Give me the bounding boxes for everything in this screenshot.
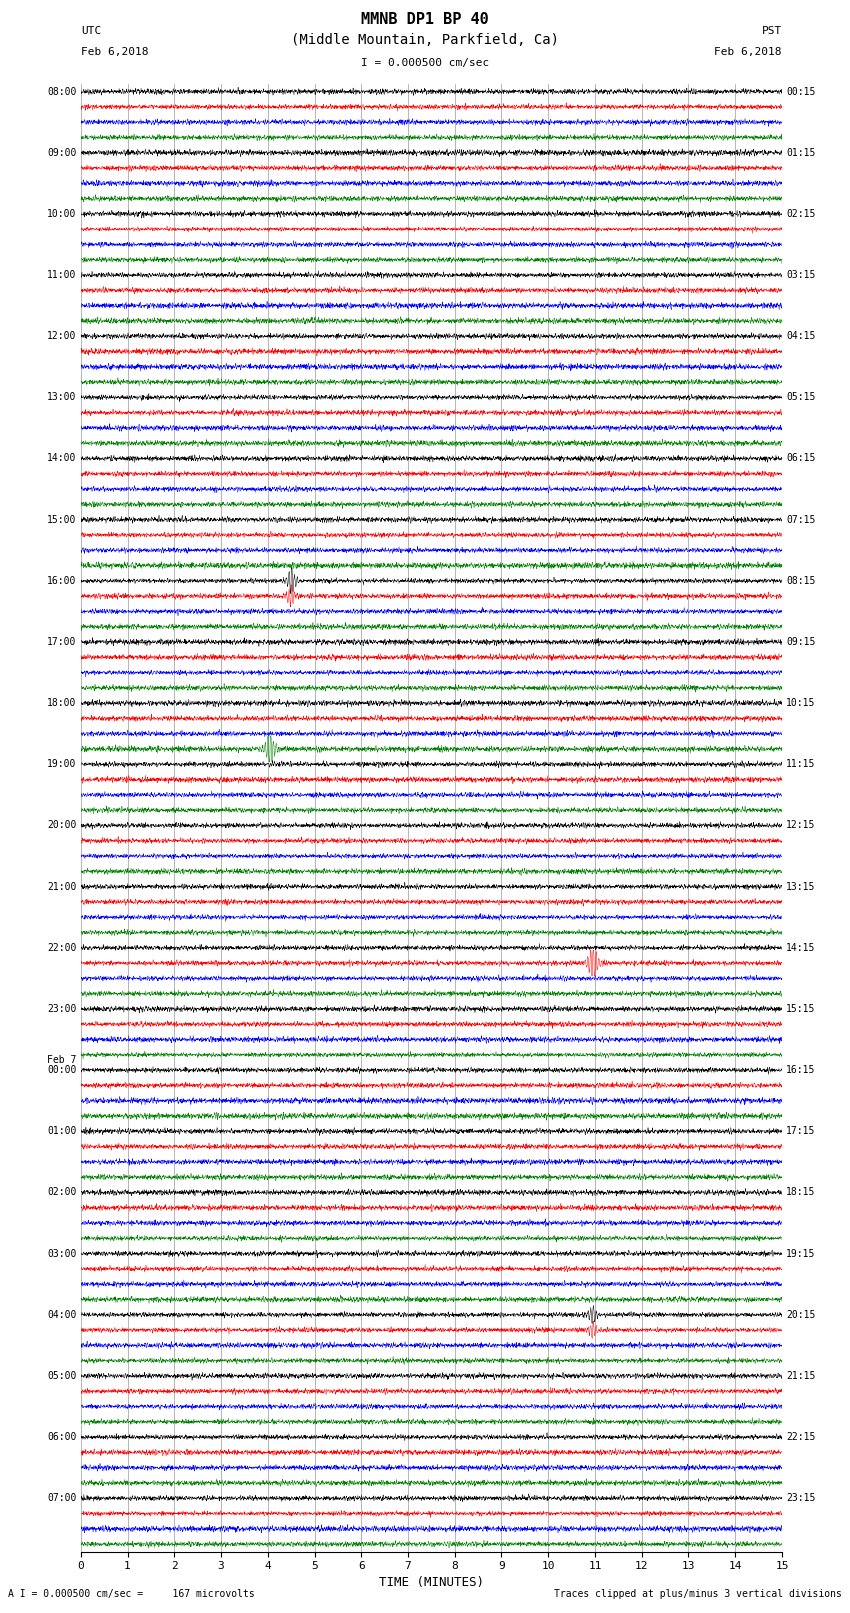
Text: 14:15: 14:15 xyxy=(786,942,816,953)
Text: 19:00: 19:00 xyxy=(47,760,76,769)
Text: 06:15: 06:15 xyxy=(786,453,816,463)
Text: 01:00: 01:00 xyxy=(47,1126,76,1136)
Text: 00:00: 00:00 xyxy=(47,1065,76,1076)
Text: I = 0.000500 cm/sec: I = 0.000500 cm/sec xyxy=(361,58,489,68)
Text: 10:00: 10:00 xyxy=(47,208,76,219)
Text: 16:15: 16:15 xyxy=(786,1065,816,1076)
Text: 00:15: 00:15 xyxy=(786,87,816,97)
Text: Traces clipped at plus/minus 3 vertical divisions: Traces clipped at plus/minus 3 vertical … xyxy=(553,1589,842,1598)
Text: 16:00: 16:00 xyxy=(47,576,76,586)
X-axis label: TIME (MINUTES): TIME (MINUTES) xyxy=(379,1576,484,1589)
Text: 11:15: 11:15 xyxy=(786,760,816,769)
Text: 04:15: 04:15 xyxy=(786,331,816,342)
Text: Feb 6,2018: Feb 6,2018 xyxy=(81,47,148,56)
Text: 18:15: 18:15 xyxy=(786,1187,816,1197)
Text: 18:00: 18:00 xyxy=(47,698,76,708)
Text: 21:00: 21:00 xyxy=(47,882,76,892)
Text: 07:15: 07:15 xyxy=(786,515,816,524)
Text: 05:15: 05:15 xyxy=(786,392,816,402)
Text: 12:15: 12:15 xyxy=(786,821,816,831)
Text: 03:00: 03:00 xyxy=(47,1248,76,1258)
Text: 07:00: 07:00 xyxy=(47,1494,76,1503)
Text: 15:15: 15:15 xyxy=(786,1003,816,1015)
Text: 13:15: 13:15 xyxy=(786,882,816,892)
Text: 20:15: 20:15 xyxy=(786,1310,816,1319)
Text: 20:00: 20:00 xyxy=(47,821,76,831)
Text: 04:00: 04:00 xyxy=(47,1310,76,1319)
Text: 05:00: 05:00 xyxy=(47,1371,76,1381)
Text: 17:15: 17:15 xyxy=(786,1126,816,1136)
Text: 23:00: 23:00 xyxy=(47,1003,76,1015)
Text: PST: PST xyxy=(762,26,782,35)
Text: 17:00: 17:00 xyxy=(47,637,76,647)
Text: UTC: UTC xyxy=(81,26,101,35)
Text: Feb 6,2018: Feb 6,2018 xyxy=(715,47,782,56)
Text: Feb 7: Feb 7 xyxy=(47,1055,76,1065)
Text: 12:00: 12:00 xyxy=(47,331,76,342)
Text: 10:15: 10:15 xyxy=(786,698,816,708)
Text: 22:15: 22:15 xyxy=(786,1432,816,1442)
Text: A I = 0.000500 cm/sec =     167 microvolts: A I = 0.000500 cm/sec = 167 microvolts xyxy=(8,1589,255,1598)
Text: 01:15: 01:15 xyxy=(786,148,816,158)
Text: 09:00: 09:00 xyxy=(47,148,76,158)
Text: 11:00: 11:00 xyxy=(47,269,76,281)
Text: 02:00: 02:00 xyxy=(47,1187,76,1197)
Text: 14:00: 14:00 xyxy=(47,453,76,463)
Text: 08:15: 08:15 xyxy=(786,576,816,586)
Text: 03:15: 03:15 xyxy=(786,269,816,281)
Text: 02:15: 02:15 xyxy=(786,208,816,219)
Text: 23:15: 23:15 xyxy=(786,1494,816,1503)
Text: 19:15: 19:15 xyxy=(786,1248,816,1258)
Text: 13:00: 13:00 xyxy=(47,392,76,402)
Text: 21:15: 21:15 xyxy=(786,1371,816,1381)
Text: 06:00: 06:00 xyxy=(47,1432,76,1442)
Text: MMNB DP1 BP 40: MMNB DP1 BP 40 xyxy=(361,11,489,27)
Text: 22:00: 22:00 xyxy=(47,942,76,953)
Text: (Middle Mountain, Parkfield, Ca): (Middle Mountain, Parkfield, Ca) xyxy=(291,34,559,47)
Text: 15:00: 15:00 xyxy=(47,515,76,524)
Text: 09:15: 09:15 xyxy=(786,637,816,647)
Text: 08:00: 08:00 xyxy=(47,87,76,97)
